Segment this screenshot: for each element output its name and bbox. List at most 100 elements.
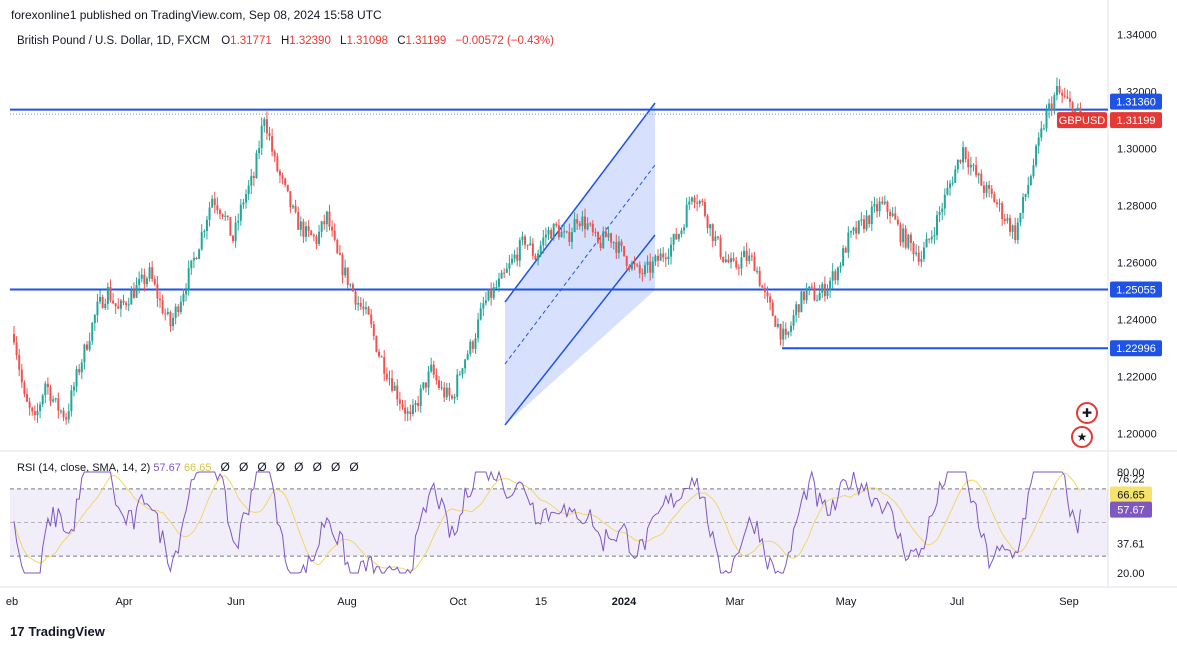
candle-body [443, 387, 446, 398]
candle-body [192, 257, 195, 261]
candle-body [346, 267, 349, 285]
candle-body [899, 224, 902, 243]
candle-body [135, 284, 138, 298]
candle-body [208, 207, 211, 220]
time-tick-label: Oct [449, 596, 466, 608]
candle-body [597, 232, 600, 243]
candle-body [563, 231, 566, 233]
candle-body [67, 411, 70, 420]
candle-body [917, 252, 920, 262]
rsi-value-label: 57.67 [1117, 505, 1145, 517]
candle-body [584, 216, 587, 230]
candle-body [200, 232, 203, 250]
candle-body [735, 260, 738, 268]
candle-body [990, 188, 993, 195]
candle-body [701, 200, 704, 203]
candle-body [672, 233, 675, 245]
candle-body [667, 256, 670, 260]
candle-body [969, 164, 972, 168]
candle-body [119, 300, 122, 309]
candle-body [959, 159, 962, 163]
candle-body [654, 255, 657, 262]
candle-body [312, 235, 315, 237]
candle-body [250, 176, 253, 186]
candle-body [1019, 212, 1022, 223]
candle-body [172, 317, 175, 327]
candle-body [318, 231, 321, 244]
candle-body [284, 178, 287, 185]
candle-body [305, 226, 308, 237]
candle-body [1042, 128, 1045, 130]
candle-body [808, 286, 811, 289]
candle-body [534, 255, 537, 260]
candle-body [122, 300, 125, 303]
candle-body [26, 394, 29, 402]
candle-body [46, 383, 49, 388]
candle-body [93, 315, 96, 324]
candle-body [1016, 222, 1019, 241]
candle-body [638, 264, 641, 274]
hidden-value-icon: Ø [220, 460, 230, 474]
candle-body [589, 223, 592, 225]
candle-body [484, 300, 487, 304]
candle-body [688, 201, 691, 205]
candle-body [870, 206, 873, 224]
candle-body [1029, 176, 1032, 186]
hidden-value-icon: Ø [257, 460, 267, 474]
price-label-text: 1.25055 [1116, 284, 1156, 296]
candle-body [943, 194, 946, 209]
candle-body [641, 273, 644, 275]
candle-body [127, 304, 130, 306]
candle-body [477, 319, 480, 339]
candle-body [65, 417, 68, 420]
candle-body [857, 220, 860, 234]
candle-body [998, 203, 1001, 205]
candle-body [156, 284, 159, 299]
candle-body [487, 289, 490, 301]
candle-body [401, 403, 404, 408]
candle-body [359, 303, 362, 307]
candle-body [271, 136, 274, 152]
candle-body [573, 219, 576, 233]
symbol-legend: British Pound / U.S. Dollar, 1D, FXCM O1… [17, 35, 554, 47]
candle-body [1063, 95, 1066, 97]
candle-body [331, 226, 334, 231]
candle-body [1058, 86, 1061, 93]
candle-body [336, 239, 339, 254]
candle-body [920, 259, 923, 262]
candle-body [54, 398, 57, 400]
candle-body [140, 274, 143, 279]
candle-body [977, 173, 980, 176]
candle-body [643, 265, 646, 275]
candle-body [23, 382, 26, 395]
candle-body [1053, 95, 1056, 111]
candle-body [307, 226, 310, 231]
candle-body [78, 369, 81, 373]
candle-body [315, 236, 318, 244]
candle-body [909, 234, 912, 243]
candle-body [367, 307, 370, 315]
candle-body [902, 228, 905, 243]
candle-body [372, 324, 375, 336]
candle-body [576, 219, 579, 224]
price-tick-label: 1.24000 [1117, 315, 1157, 327]
usd-flag-icon[interactable]: ★ [1071, 426, 1093, 448]
candle-body [91, 323, 94, 342]
candle-body [164, 313, 167, 315]
candle-body [435, 374, 438, 381]
candle-body [646, 261, 649, 266]
candle-body [75, 369, 78, 387]
gbp-flag-icon[interactable]: ✚ [1076, 402, 1098, 424]
candle-body [101, 296, 104, 309]
candle-body [380, 356, 383, 358]
candle-body [1037, 137, 1040, 146]
candle-body [683, 227, 686, 231]
candle-body [881, 201, 884, 204]
candle-body [745, 250, 748, 261]
candle-body [31, 407, 34, 412]
candle-body [862, 219, 865, 230]
candle-body [954, 169, 957, 183]
candle-body [518, 240, 521, 261]
candle-body [849, 231, 852, 233]
